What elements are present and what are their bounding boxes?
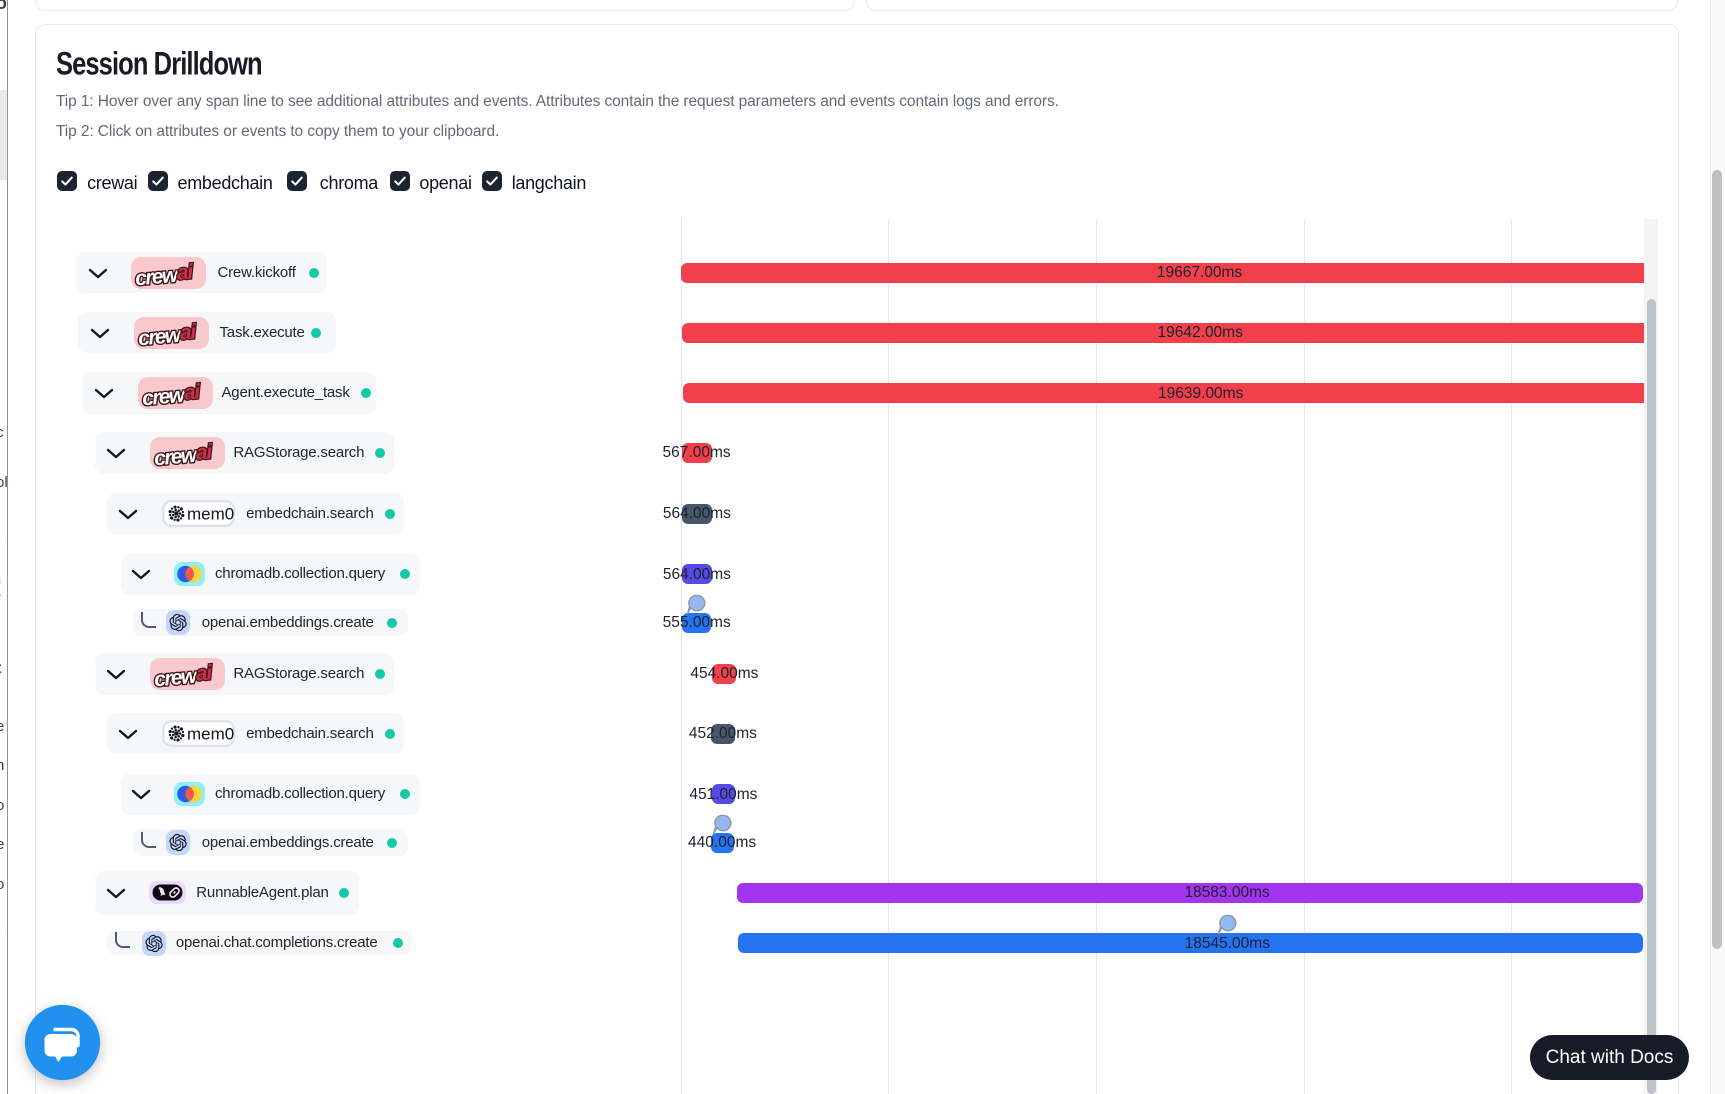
svg-text:crew: crew	[137, 323, 184, 348]
svg-text:crew: crew	[153, 443, 200, 468]
svg-text:ai: ai	[176, 260, 195, 284]
svg-text:ai: ai	[195, 661, 214, 685]
svg-text:crew: crew	[141, 384, 188, 409]
svg-text:mem0: mem0	[187, 725, 234, 744]
svg-text:mem0: mem0	[187, 505, 234, 524]
svg-text:ai: ai	[179, 320, 198, 344]
svg-text:ai: ai	[195, 440, 214, 464]
svg-text:ai: ai	[183, 380, 202, 404]
svg-text:crew: crew	[134, 263, 181, 288]
svg-text:crew: crew	[153, 664, 200, 689]
